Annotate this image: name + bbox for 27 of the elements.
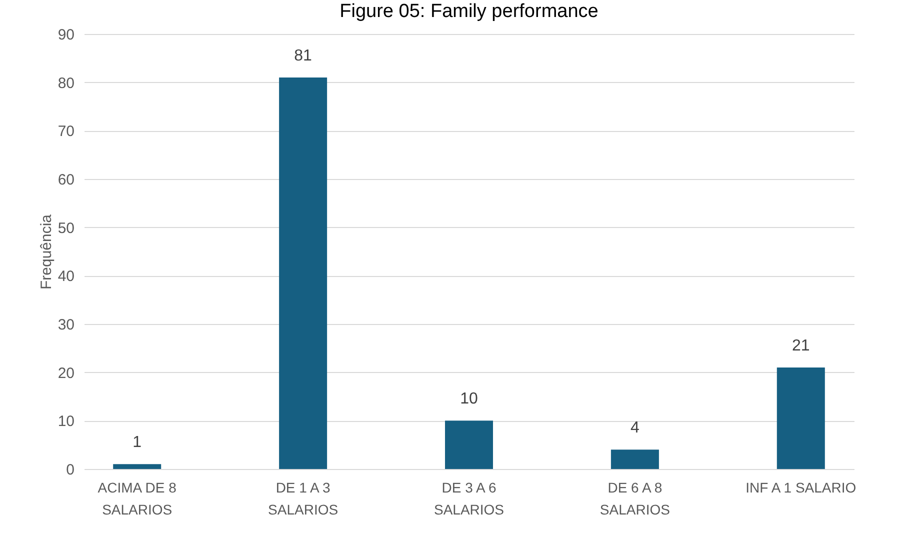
y-tick-label: 80 [58,74,74,92]
y-tick-label: 0 [66,462,74,478]
bar [445,420,493,469]
bar [113,464,162,469]
chart-title: Figure 05: Family performance [340,1,598,22]
data-label: 10 [460,390,478,408]
bar [279,78,328,469]
y-axis-title: Frequência [38,214,55,290]
y-tick-label: 90 [58,26,74,44]
y-tick-label: 60 [58,172,74,188]
x-tick-label: INF A 1 SALARIO [746,480,856,496]
data-label: 4 [630,420,640,437]
x-tick-label: ACIMA DE 8 SALARIOS [98,480,177,518]
bar [610,450,659,469]
y-tick-label: 10 [58,413,74,430]
y-tick-label: 20 [58,364,74,382]
x-tick-label: DE 1 A 3 SALARIOS [268,480,338,518]
x-tick-label: DE 6 A 8 SALARIOS [600,480,670,518]
data-label: 81 [294,48,312,64]
y-tick-label: 50 [58,220,74,237]
y-tick-label: 70 [58,123,74,140]
data-label: 1 [132,434,142,452]
y-tick-label: 30 [58,316,74,334]
x-tick-label: DE 3 A 6 SALARIOS [434,480,504,518]
bar [776,368,825,469]
data-label: 21 [792,338,810,354]
y-tick-label: 40 [58,268,74,286]
